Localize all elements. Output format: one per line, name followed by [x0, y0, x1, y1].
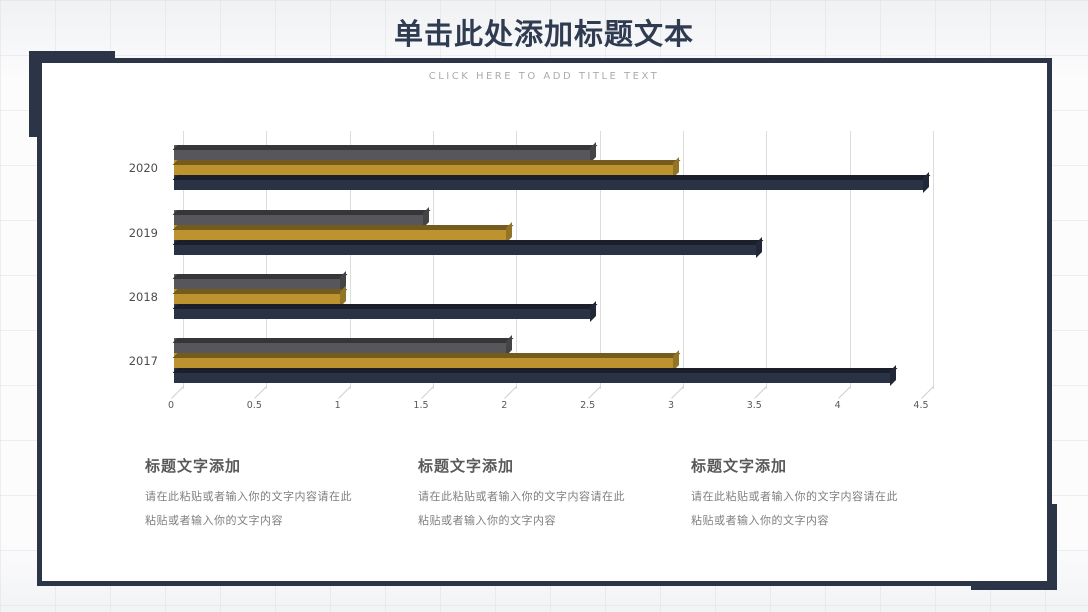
- chart-bar-top-face: [172, 289, 348, 294]
- chart-tick-label: 0.5: [246, 400, 262, 411]
- chart-gridline: [516, 131, 518, 389]
- chart-bar-navy-series-2020: [172, 172, 931, 193]
- chart-bar-top-face: [172, 353, 681, 358]
- chart-category-label: 2020: [128, 161, 158, 175]
- chart-bar-gold-series-2020: [172, 157, 681, 178]
- caption-body-line1: 请在此粘贴或者输入你的文字内容请在此: [145, 490, 352, 503]
- chart-tick-label: 4: [834, 400, 841, 411]
- chart-bar-gray-series-2018: [172, 271, 348, 292]
- chart-bar-navy-series-2019: [172, 237, 764, 258]
- chart-gridline: [849, 131, 851, 389]
- chart-bar-gold-series-2019: [172, 222, 514, 243]
- caption-body-line2: 粘贴或者输入你的文字内容: [691, 514, 829, 527]
- chart-tick-mark: [837, 386, 851, 399]
- chart-tick-mark: [587, 386, 601, 399]
- chart-gridline: [932, 131, 934, 389]
- chart-tick-label: 4.5: [913, 400, 929, 411]
- chart-tick-mark: [254, 386, 268, 399]
- chart-tick-label: 3.5: [746, 400, 762, 411]
- page-title-placeholder[interactable]: 单击此处添加标题文本: [393, 17, 694, 51]
- caption-body-line1: 请在此粘贴或者输入你的文字内容请在此: [418, 490, 625, 503]
- chart-bar-gray-series-2019: [172, 207, 431, 228]
- chart-bar-gold-series-2017: [172, 350, 681, 371]
- corner-accent-bottom-right-vertical: [1048, 504, 1057, 590]
- chart-tick-label: 1.5: [413, 400, 429, 411]
- chart-bar-top-face: [172, 368, 898, 373]
- chart-bar-top-face: [172, 160, 681, 165]
- chart-gridline: [432, 131, 434, 389]
- chart-bar-top-face: [172, 210, 431, 215]
- corner-accent-top-left-horizontal: [29, 51, 115, 60]
- chart-gridline: [766, 131, 768, 389]
- chart-gridline: [266, 131, 268, 389]
- chart-tick-label: 2.5: [580, 400, 596, 411]
- caption-body-line1: 请在此粘贴或者输入你的文字内容请在此: [691, 490, 898, 503]
- chart-bar-end-cap: [923, 172, 929, 193]
- chart-tick-mark: [754, 386, 768, 399]
- chart-tick-mark: [921, 386, 934, 399]
- chart-tick-mark: [504, 386, 518, 399]
- chart-tick-mark: [421, 386, 434, 399]
- caption-body-line2: 粘贴或者输入你的文字内容: [145, 514, 283, 527]
- chart-category-label: 2018: [128, 290, 158, 304]
- chart-bar-navy-series-2017: [172, 365, 898, 386]
- chart-tick-label: 3: [667, 400, 674, 411]
- chart-gridline: [599, 131, 601, 389]
- chart-tick-mark: [671, 386, 684, 399]
- chart-bar-gold-series-2018: [172, 286, 348, 307]
- corner-accent-bottom-right-horizontal: [971, 581, 1057, 590]
- chart-bar-top-face: [172, 225, 514, 230]
- chart-bar-top-face: [172, 145, 598, 150]
- page-subtitle: CLICK HERE TO ADD TITLE TEXT: [428, 71, 660, 82]
- chart-gridline: [682, 131, 684, 389]
- chart-tick-label: 1: [334, 400, 341, 411]
- chart-category-label: 2017: [128, 354, 158, 368]
- chart-gridline: [349, 131, 351, 389]
- chart-category-label: 2019: [128, 226, 158, 240]
- chart-bar-top-face: [172, 338, 514, 343]
- chart-bar-top-face: [172, 274, 348, 279]
- chart-tick-mark: [171, 386, 184, 399]
- chart-tick-label: 0: [167, 400, 175, 411]
- chart-bar-top-face: [172, 240, 764, 245]
- caption-heading: 标题文字添加: [691, 457, 788, 475]
- chart-bar-gray-series-2017: [172, 335, 514, 356]
- caption-heading: 标题文字添加: [145, 457, 242, 475]
- caption-block-1: 标题文字添加 请在此粘贴或者输入你的文字内容请在此 粘贴或者输入你的文字内容: [145, 455, 418, 533]
- caption-row: 标题文字添加 请在此粘贴或者输入你的文字内容请在此 粘贴或者输入你的文字内容 标…: [145, 455, 975, 533]
- bar-chart: 0 0.5 1 1.5 2 2.5 3 3.5 4 4.5 2020 2019 2018 2017: [129, 128, 981, 423]
- caption-body-line2: 粘贴或者输入你的文字内容: [418, 514, 556, 527]
- chart-bar-gray-series-2020: [172, 142, 598, 163]
- caption-block-3: 标题文字添加 请在此粘贴或者输入你的文字内容请在此 粘贴或者输入你的文字内容: [691, 455, 964, 533]
- chart-tick-label: 2: [501, 400, 508, 411]
- chart-bar-top-face: [172, 175, 931, 180]
- caption-heading: 标题文字添加: [418, 457, 515, 475]
- chart-bar-top-face: [172, 304, 598, 309]
- chart-gridline: [183, 131, 184, 389]
- chart-bar-navy-series-2018: [172, 301, 598, 322]
- caption-block-2: 标题文字添加 请在此粘贴或者输入你的文字内容请在此 粘贴或者输入你的文字内容: [418, 455, 691, 533]
- corner-accent-top-left-vertical: [29, 51, 38, 137]
- chart-bar-end-cap: [756, 237, 763, 258]
- chart-tick-mark: [337, 386, 351, 399]
